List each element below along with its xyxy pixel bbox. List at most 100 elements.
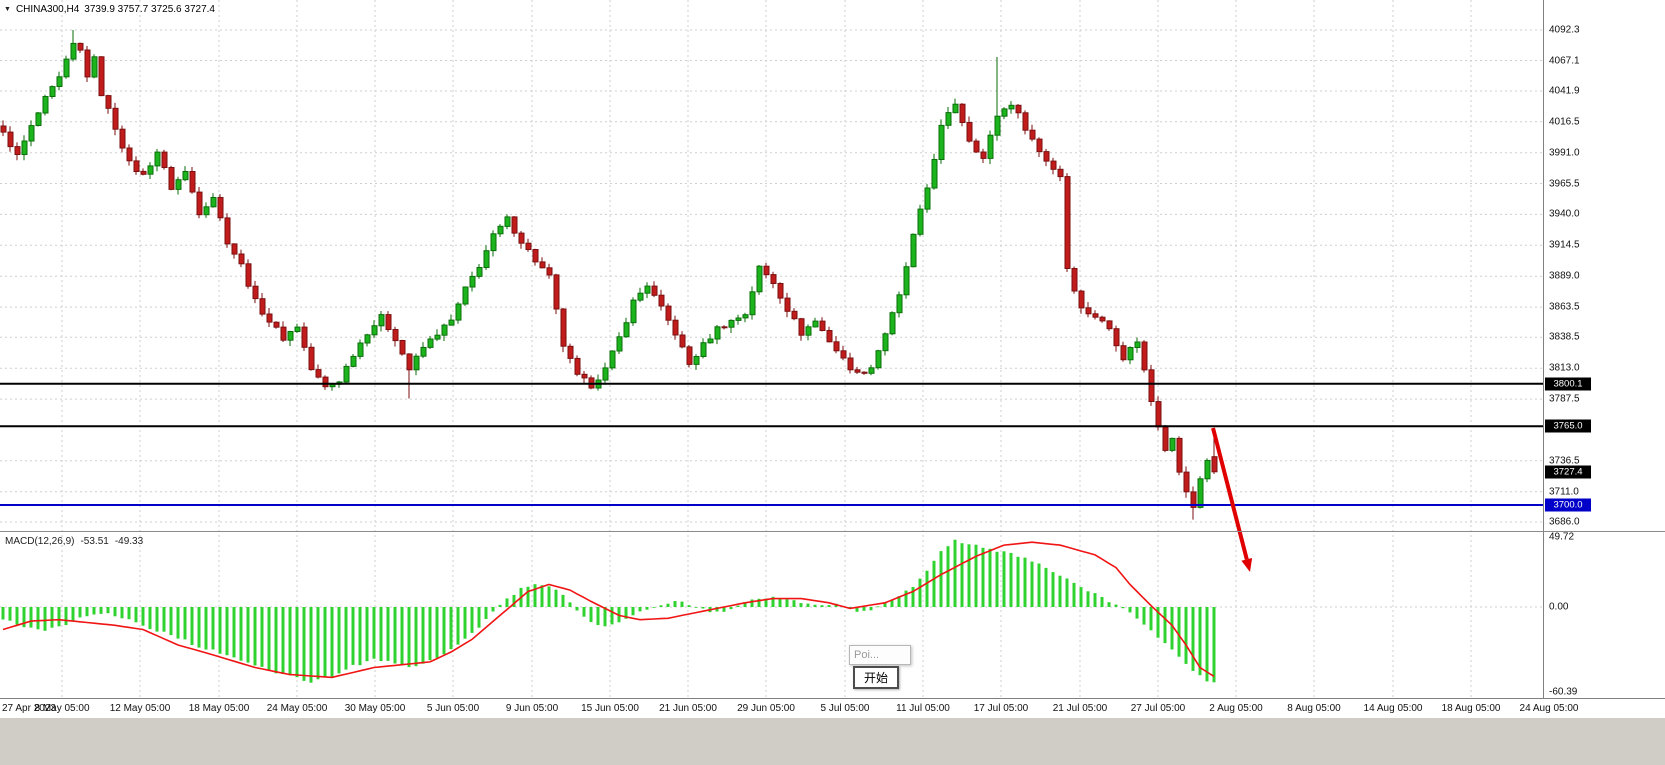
macd-histogram-bar xyxy=(456,607,460,645)
candle-body xyxy=(168,167,175,190)
candle-body xyxy=(98,56,105,97)
candle-body xyxy=(1127,347,1134,361)
candle-body xyxy=(182,171,189,181)
candle-body xyxy=(217,197,224,219)
candle-body xyxy=(322,376,329,388)
price-axis-label: 3863.5 xyxy=(1549,301,1580,313)
macd-histogram-bar xyxy=(421,607,425,664)
macd-histogram-bar xyxy=(932,560,936,607)
candle-body xyxy=(273,321,280,328)
macd-histogram-bar xyxy=(183,607,187,640)
macd-histogram-bar xyxy=(50,607,54,628)
macd-histogram-bar xyxy=(666,603,670,607)
macd-histogram-bar xyxy=(309,607,313,683)
macd-histogram-bar xyxy=(204,607,208,650)
candle-body xyxy=(371,325,378,336)
candle-body xyxy=(448,319,455,326)
date-axis-label: 17 Jul 05:00 xyxy=(973,703,1029,714)
macd-histogram-bar xyxy=(29,607,33,628)
macd-histogram-bar xyxy=(120,607,124,619)
candle-body xyxy=(1050,160,1057,170)
macd-histogram-bar xyxy=(407,607,411,668)
chart-menu-icon[interactable]: ▼ xyxy=(4,5,11,13)
arrow-shaft[interactable] xyxy=(1211,427,1249,560)
arrow-head[interactable] xyxy=(1241,558,1253,572)
date-axis-label: 11 Jul 05:00 xyxy=(896,703,950,714)
start-button[interactable]: 开始 xyxy=(853,666,899,689)
popup-text[interactable]: Poi... xyxy=(849,645,911,665)
candle-body xyxy=(966,122,973,142)
candle-body xyxy=(721,326,728,329)
candle-body xyxy=(896,294,903,314)
macd-histogram-bar xyxy=(344,607,348,670)
macd-histogram-bar xyxy=(8,607,12,621)
candle-body xyxy=(315,369,322,378)
candle-body xyxy=(350,355,357,367)
candle-body xyxy=(280,326,287,341)
candle-body xyxy=(1001,108,1008,117)
macd-histogram-bar xyxy=(659,605,663,607)
macd-histogram-bar xyxy=(1121,607,1125,609)
candle-body xyxy=(973,140,980,153)
candle-body xyxy=(742,314,749,319)
price-axis-label: 4067.1 xyxy=(1549,55,1580,66)
candle-body xyxy=(1141,341,1148,371)
grid-layer xyxy=(0,0,1543,697)
macd-histogram-bar xyxy=(302,607,306,681)
chart-area[interactable]: ▼ CHINA300,H4 3739.9 3757.7 3725.6 3727.… xyxy=(0,0,1543,697)
macd-axis-label: 49.72 xyxy=(1549,531,1575,543)
macd-histogram-bar xyxy=(281,607,285,674)
candle-body xyxy=(1106,320,1113,330)
date-axis-label: 14 Aug 05:00 xyxy=(1363,703,1423,714)
candle-body xyxy=(357,342,364,357)
price-badge: 3800.1 xyxy=(1545,377,1591,391)
price-badge: 3700.0 xyxy=(1545,498,1591,512)
candle-body xyxy=(707,338,714,344)
macd-histogram-bar xyxy=(589,607,593,623)
macd-histogram-bar xyxy=(582,607,586,617)
macd-histogram-bar xyxy=(883,602,887,607)
candle-body xyxy=(735,317,742,321)
candle-body xyxy=(189,171,196,193)
date-axis[interactable]: 27 Apr 2023 8 May 05:00 12 May 05:00 18 May… xyxy=(0,698,1665,719)
candle-body xyxy=(1148,369,1155,402)
macd-histogram-bar xyxy=(491,607,495,612)
candle-body xyxy=(1183,471,1190,493)
price-axis[interactable]: 4092.3 4067.1 4041.9 4016.5 3991.0 3965.5 3940… xyxy=(1543,0,1665,718)
candle-body xyxy=(938,124,945,160)
candle-body xyxy=(7,131,14,148)
candle-body xyxy=(616,336,623,352)
macd-histogram-bar xyxy=(939,551,943,607)
macd-histogram-bar xyxy=(792,600,796,607)
candle-body xyxy=(1085,307,1092,315)
price-axis-label: 3914.5 xyxy=(1549,239,1580,251)
candle-body xyxy=(665,305,672,321)
candle-body xyxy=(672,319,679,336)
macd-histogram-bar xyxy=(561,594,565,607)
macd-histogram-bar xyxy=(106,607,110,614)
candle-body xyxy=(301,326,308,348)
macd-histogram-bar xyxy=(1002,551,1006,607)
candle-body xyxy=(728,319,735,328)
panel-separator[interactable] xyxy=(0,531,1665,532)
candle-body xyxy=(259,298,266,315)
candle-body xyxy=(434,334,441,340)
candle-body xyxy=(1155,401,1162,428)
macd-histogram-bar xyxy=(274,607,278,674)
candle-body xyxy=(840,350,847,359)
macd-histogram-bar xyxy=(827,605,831,607)
horizontal-lines-layer[interactable] xyxy=(0,382,1543,506)
trend-arrow[interactable] xyxy=(1211,427,1253,572)
candle-body xyxy=(70,42,77,60)
candle-body xyxy=(847,357,854,371)
candle-body xyxy=(56,76,63,88)
candle-body xyxy=(693,356,700,365)
candle-body xyxy=(581,373,588,379)
macd-histogram-bar xyxy=(386,607,390,661)
candle-body xyxy=(756,265,763,293)
candle-body xyxy=(497,225,504,235)
macd-histogram-bar xyxy=(169,607,173,636)
macd-histogram-bar xyxy=(323,607,327,677)
price-axis-label: 3889.0 xyxy=(1549,270,1580,282)
macd-histogram-bar xyxy=(687,605,691,607)
